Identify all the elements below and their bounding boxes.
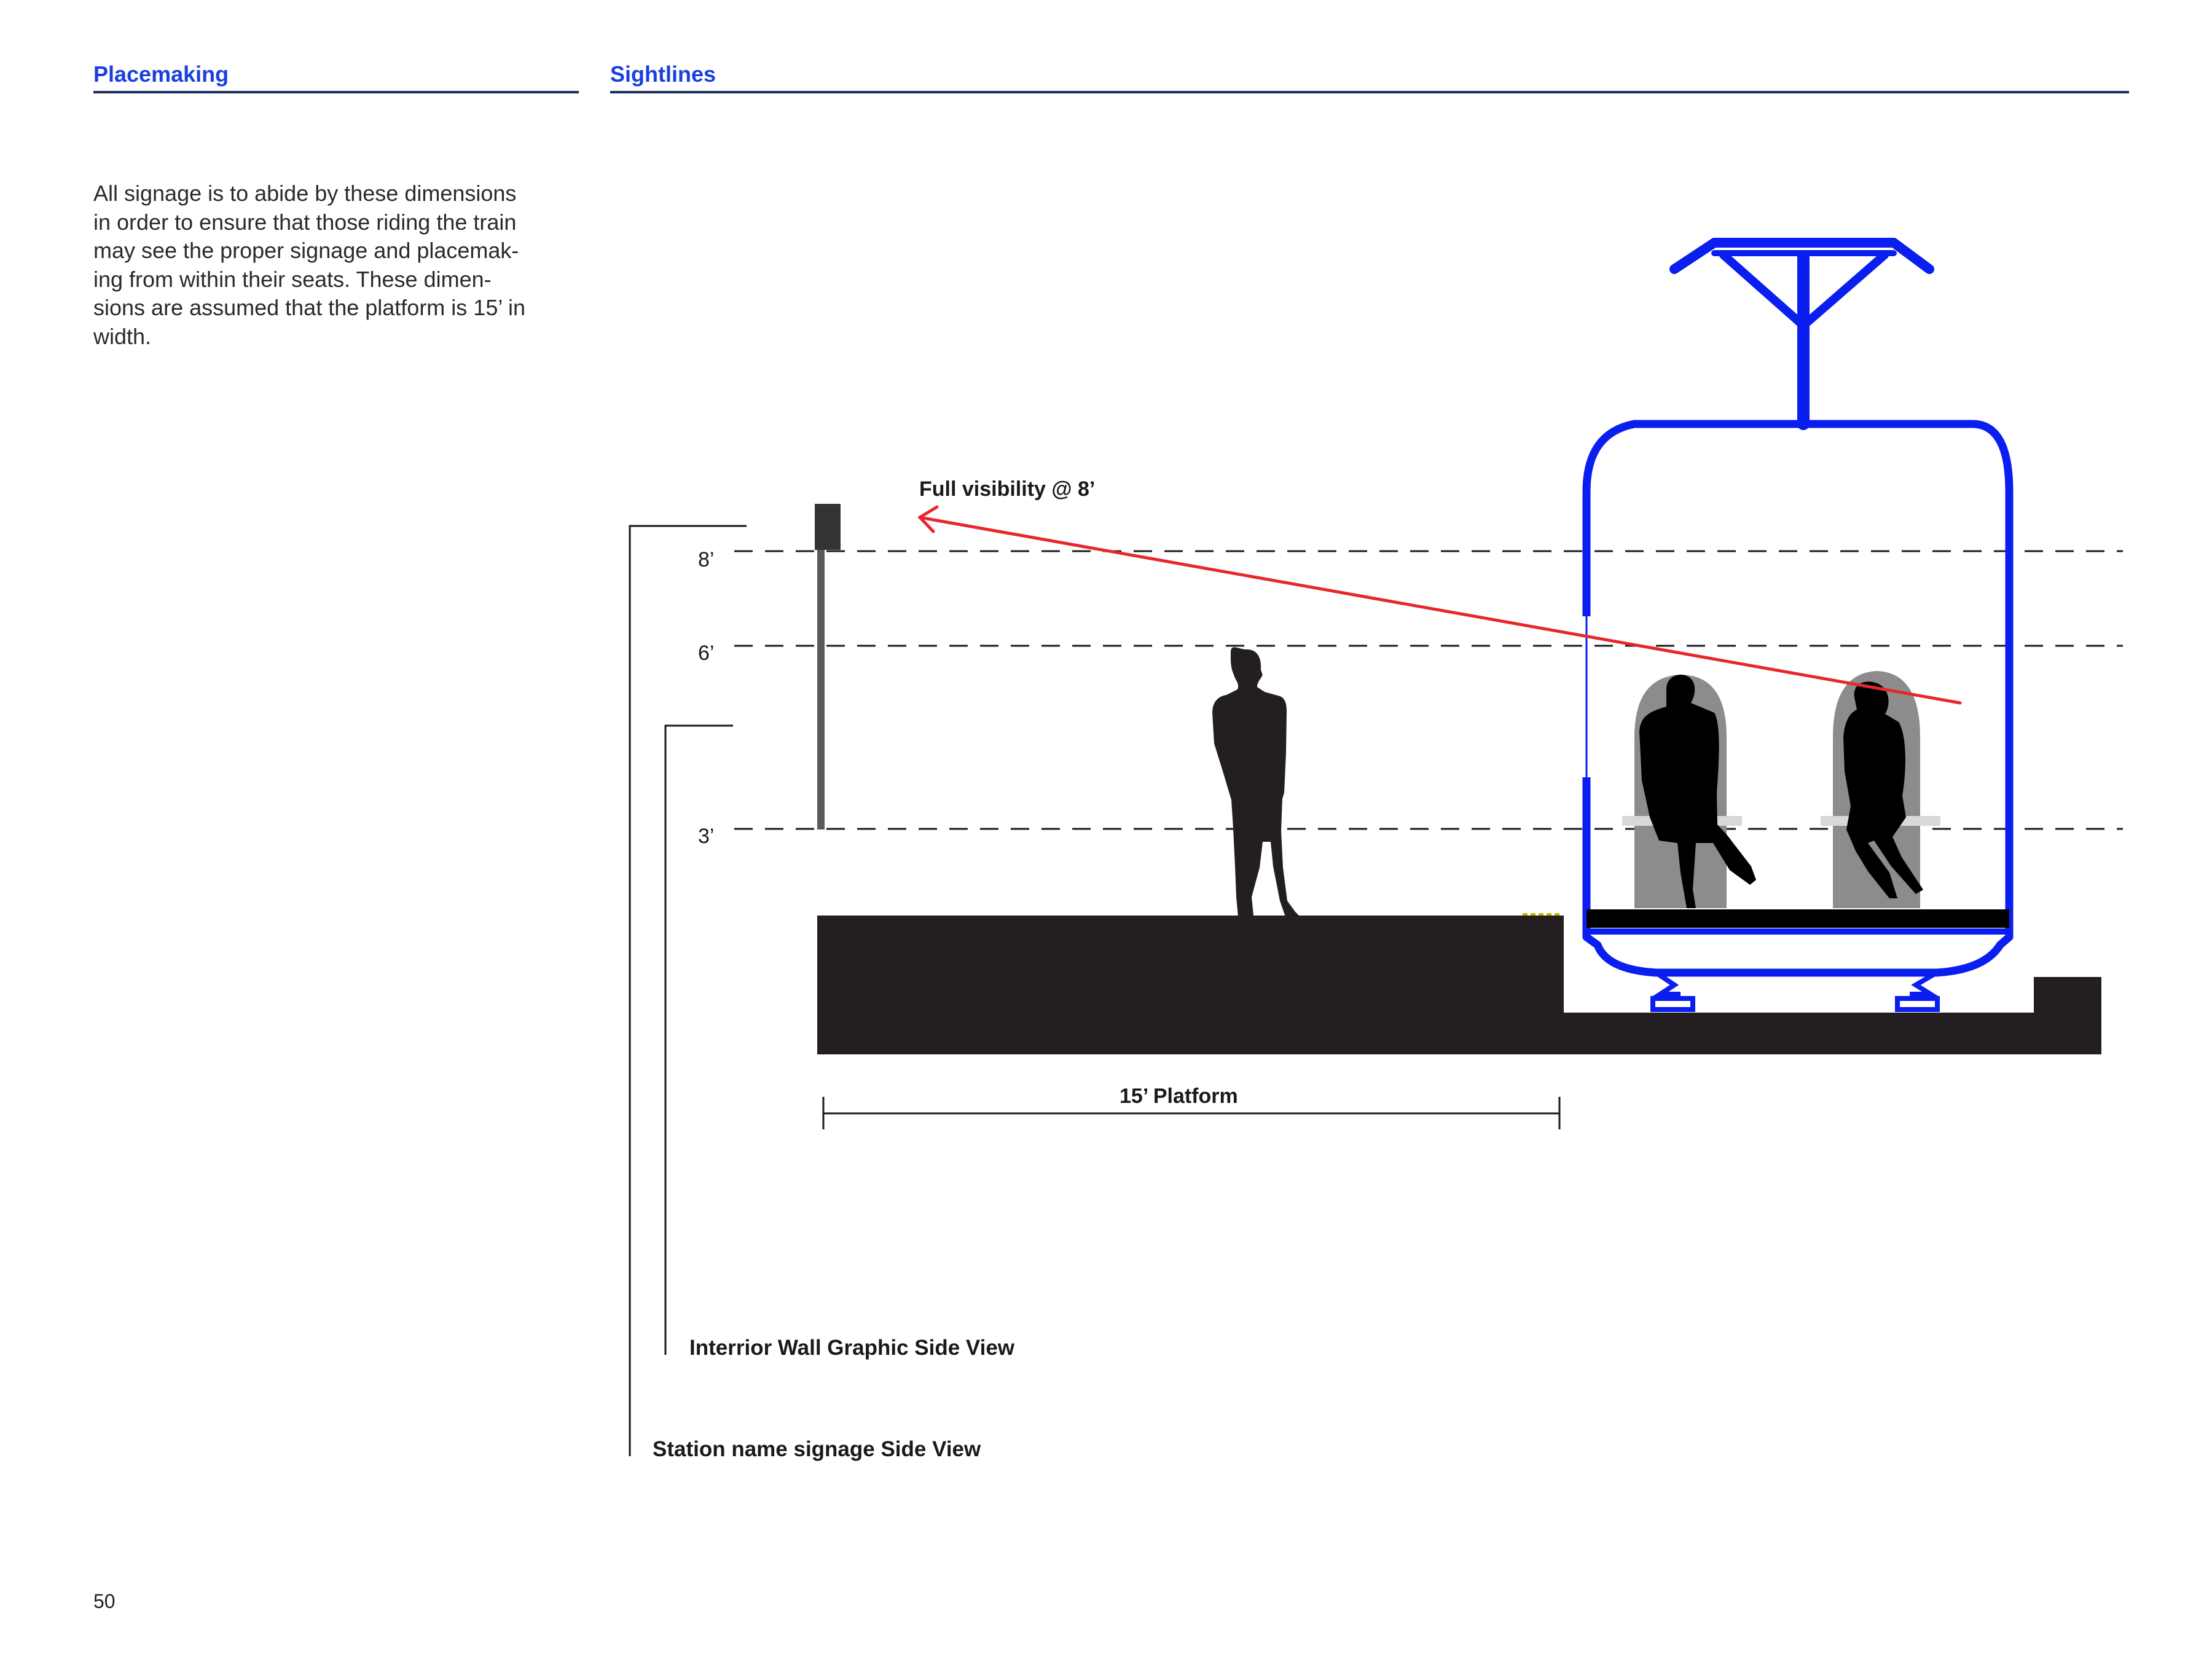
placemaking-rule	[93, 91, 579, 93]
placemaking-description: All signage is to abide by these dimensi…	[93, 181, 526, 349]
standing-person-silhouette	[1212, 647, 1300, 917]
height-label-8ft: 8’	[698, 548, 714, 571]
placemaking-title: Placemaking	[93, 61, 229, 87]
station-signage-label: Station name signage Side View	[653, 1437, 981, 1461]
sightline-arrow	[917, 505, 1962, 705]
station-signage-callout-line	[629, 525, 747, 1456]
train-car	[1582, 238, 2014, 1012]
seated-passenger-left	[1639, 675, 1756, 908]
page-number: 50	[93, 1590, 116, 1612]
signage-post	[817, 550, 825, 830]
height-guides	[734, 550, 2123, 830]
interior-graphic-callout-line	[664, 724, 733, 1355]
visibility-label: Full visibility @ 8’	[919, 477, 1095, 501]
platform-dimension	[822, 1097, 1561, 1129]
bogie-left	[1650, 970, 1695, 1012]
platform-dimension-label: 15’ Platform	[1120, 1084, 1238, 1108]
interior-graphic-label: Interrior Wall Graphic Side View	[689, 1336, 1015, 1360]
sightlines-title: Sightlines	[610, 61, 716, 87]
bogie-right	[1895, 970, 1940, 1012]
platform	[817, 916, 2101, 1054]
pantograph	[1669, 238, 1934, 430]
signage-panel	[815, 504, 841, 550]
seated-passenger-right	[1843, 681, 1923, 898]
sightlines-rule	[610, 91, 2129, 93]
height-label-6ft: 6’	[698, 641, 714, 665]
height-label-3ft: 3’	[698, 825, 714, 848]
